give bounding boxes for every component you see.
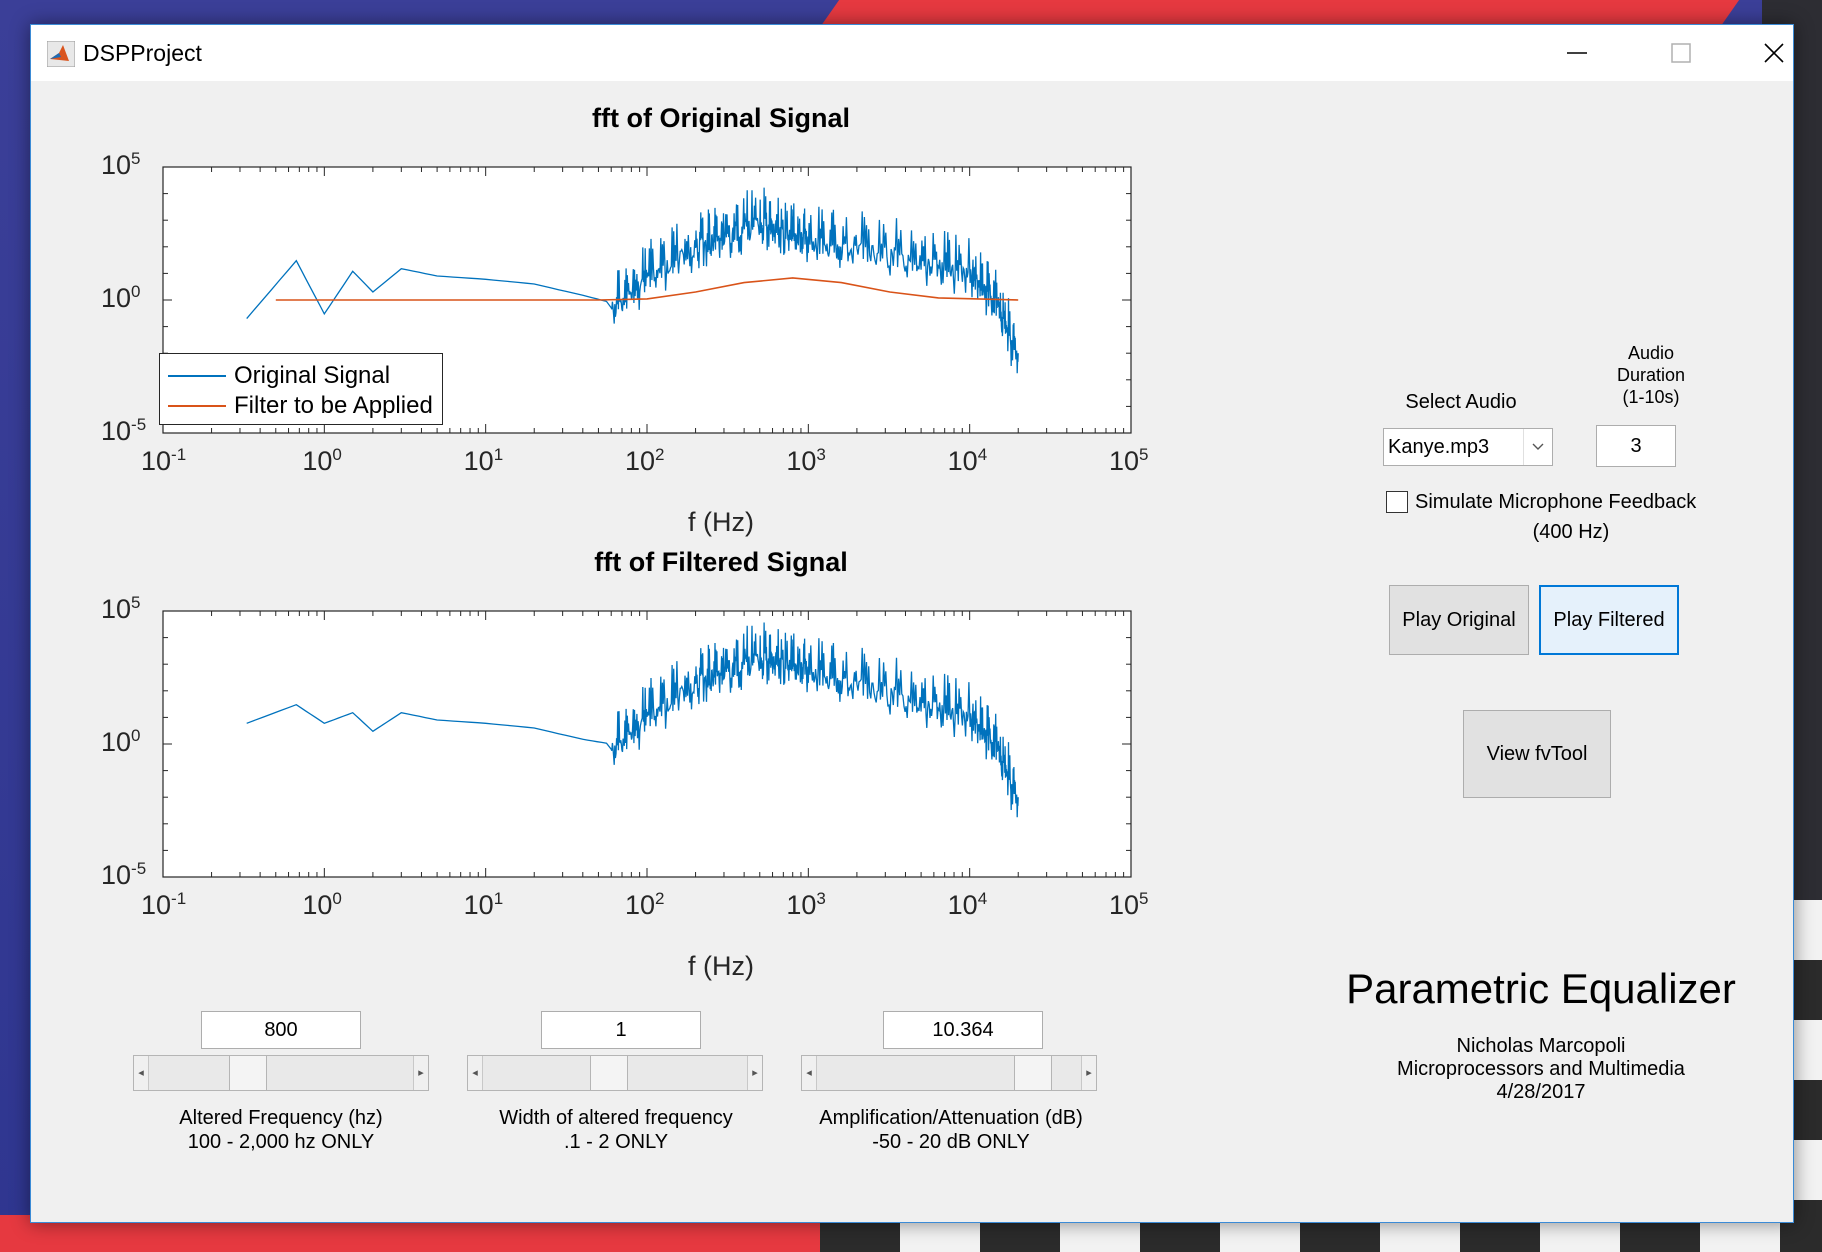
date-text: 4/28/2017 [1496, 1081, 1586, 1103]
mic-feedback-checkbox[interactable] [1386, 491, 1408, 513]
plot1-title: fft of Original Signal [592, 103, 850, 133]
plot-area [162, 610, 1132, 878]
dspproject-window: DSPProject fft of Original Signal f (Hz)… [30, 24, 1794, 1223]
author-name: Nicholas Marcopoli [1456, 1035, 1626, 1057]
slider-thumb[interactable] [1013, 1056, 1052, 1090]
width-sub: .1 - 2 ONLY [563, 1131, 669, 1153]
duration-label-2: Duration [1616, 365, 1686, 385]
duration-label-3: (1-10s) [1622, 387, 1680, 407]
x-tick-label: 101 [463, 445, 504, 476]
legend-item-filter: Filter to be Applied [160, 390, 442, 420]
duration-input[interactable]: 3 [1596, 425, 1676, 467]
play-original-button[interactable]: Play Original [1389, 585, 1529, 655]
series-line-0 [246, 187, 1019, 374]
series-line-0 [246, 622, 1019, 818]
slider-left-arrow-icon[interactable]: ◂ [468, 1056, 483, 1090]
audio-select-value: Kanye.mp3 [1388, 436, 1490, 458]
plot1-xlabel: f (Hz) [688, 507, 754, 537]
desktop-bottom-stripes [820, 1218, 1822, 1252]
width-slider[interactable]: ◂ ▸ [467, 1055, 763, 1091]
y-tick-label: 105 [101, 149, 141, 180]
x-tick-label: 10-1 [141, 445, 187, 476]
slider-right-arrow-icon[interactable]: ▸ [413, 1056, 428, 1090]
maximize-icon[interactable] [1636, 25, 1728, 81]
legend-label-filter: Filter to be Applied [234, 392, 433, 419]
frequency-value-input[interactable]: 800 [201, 1011, 361, 1049]
width-label: Width of altered frequency [499, 1107, 733, 1129]
matlab-icon [47, 41, 75, 67]
plot1-legend[interactable]: Original Signal Filter to be Applied [159, 353, 443, 425]
legend-line-filter [168, 405, 226, 407]
series-line-1 [275, 277, 1019, 301]
mic-feedback-label: Simulate Microphone Feedback [1415, 491, 1697, 513]
x-tick-label: 101 [463, 889, 504, 920]
y-tick-label: 100 [101, 282, 141, 313]
frequency-slider[interactable]: ◂ ▸ [133, 1055, 429, 1091]
close-icon[interactable] [1728, 25, 1820, 81]
x-tick-label: 102 [625, 445, 665, 476]
select-audio-label: Select Audio [1405, 391, 1517, 413]
slider-left-arrow-icon[interactable]: ◂ [134, 1056, 149, 1090]
play-filtered-button[interactable]: Play Filtered [1539, 585, 1679, 655]
x-tick-label: 104 [947, 445, 988, 476]
x-tick-label: 103 [786, 889, 826, 920]
gain-value-input[interactable]: 10.364 [883, 1011, 1043, 1049]
minimize-icon[interactable] [1531, 25, 1623, 81]
legend-label-original: Original Signal [234, 362, 391, 389]
gain-slider[interactable]: ◂ ▸ [801, 1055, 1097, 1091]
slider-thumb[interactable] [228, 1056, 267, 1090]
view-fvtool-button[interactable]: View fvTool [1463, 710, 1611, 798]
duration-label-1: Audio [1627, 343, 1675, 363]
frequency-sub: 100 - 2,000 hz ONLY [187, 1131, 375, 1153]
y-tick-label: 10-5 [101, 859, 147, 890]
legend-item-original: Original Signal [160, 360, 442, 390]
y-tick-label: 100 [101, 726, 141, 757]
y-tick-label: 105 [101, 593, 141, 624]
x-tick-label: 104 [947, 889, 988, 920]
course-name: Microprocessors and Multimedia [1397, 1058, 1685, 1080]
chevron-down-icon[interactable] [1523, 429, 1552, 465]
audio-select[interactable]: Kanye.mp3 [1383, 428, 1553, 466]
x-tick-label: 10-1 [141, 889, 187, 920]
title-bar[interactable]: DSPProject [31, 25, 1793, 81]
plot2-title: fft of Filtered Signal [594, 547, 848, 577]
window-title: DSPProject [83, 40, 202, 66]
legend-line-original [168, 375, 226, 377]
width-value-input[interactable]: 1 [541, 1011, 701, 1049]
slider-right-arrow-icon[interactable]: ▸ [747, 1056, 762, 1090]
x-tick-label: 102 [625, 889, 665, 920]
slider-right-arrow-icon[interactable]: ▸ [1081, 1056, 1096, 1090]
app-heading: Parametric Equalizer [1346, 965, 1736, 1012]
slider-thumb[interactable] [590, 1056, 629, 1090]
gain-label: Amplification/Attenuation (dB) [819, 1107, 1083, 1129]
gain-sub: -50 - 20 dB ONLY [872, 1131, 1030, 1153]
x-tick-label: 100 [302, 445, 342, 476]
frequency-label: Altered Frequency (hz) [179, 1107, 383, 1129]
x-tick-label: 105 [1109, 889, 1149, 920]
x-tick-label: 103 [786, 445, 826, 476]
x-tick-label: 100 [302, 889, 342, 920]
y-tick-label: 10-5 [101, 415, 147, 446]
plot2-axes[interactable] [133, 585, 1259, 895]
desktop-red-stripe [820, 0, 1740, 26]
plot2-xlabel: f (Hz) [688, 951, 754, 981]
x-tick-label: 105 [1109, 445, 1149, 476]
mic-feedback-sub: (400 Hz) [1532, 521, 1610, 543]
slider-left-arrow-icon[interactable]: ◂ [802, 1056, 817, 1090]
